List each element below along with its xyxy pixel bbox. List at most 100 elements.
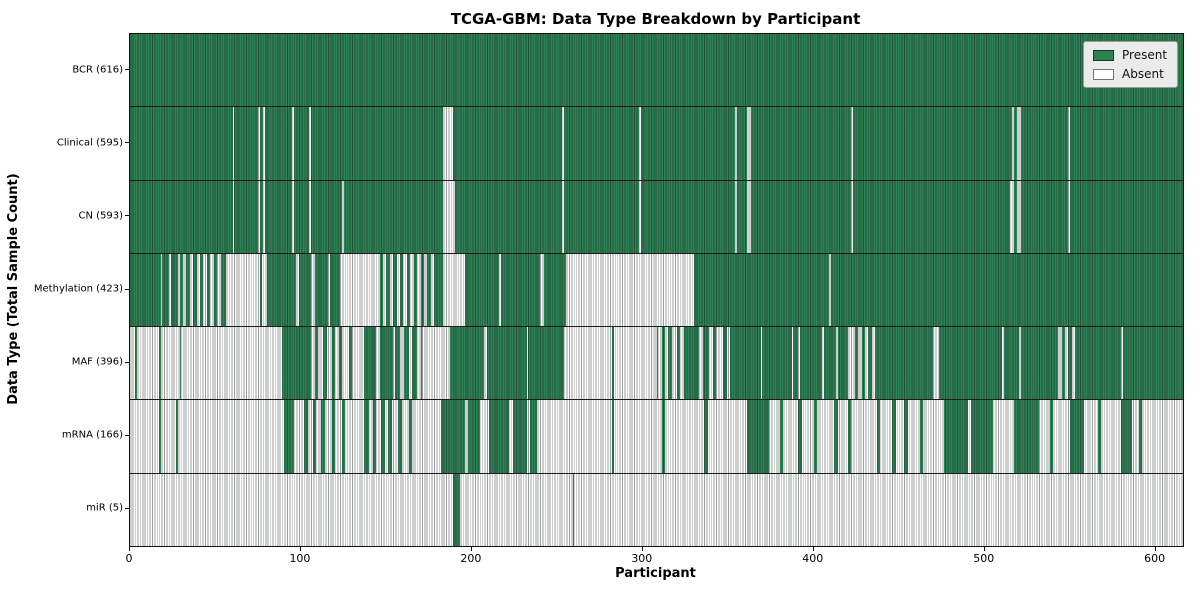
present-segment — [403, 327, 409, 400]
xtick-mark — [641, 546, 643, 551]
absent-swatch — [1093, 68, 1114, 80]
present-segment — [530, 400, 537, 473]
present-segment — [694, 253, 830, 327]
present-segment — [487, 327, 527, 400]
present-segment — [564, 180, 640, 253]
present-segment — [837, 327, 848, 400]
present-segment — [266, 253, 296, 327]
present-segment — [868, 327, 872, 400]
xtick-label-200: 200 — [460, 552, 482, 565]
present-segment — [793, 327, 799, 400]
present-segment — [234, 107, 259, 180]
present-segment — [323, 327, 327, 400]
present-segment — [379, 327, 394, 400]
xtick-label-400: 400 — [802, 552, 824, 565]
legend-item-absent: Absent — [1093, 67, 1167, 81]
present-segment — [312, 400, 317, 473]
present-segment — [294, 180, 310, 253]
present-segment — [449, 327, 484, 400]
present-segment — [311, 107, 443, 180]
present-segment — [330, 253, 341, 327]
present-segment — [564, 107, 640, 180]
present-segment — [1020, 180, 1069, 253]
present-segment — [543, 253, 566, 327]
present-segment — [265, 180, 293, 253]
legend-label-absent: Absent — [1122, 67, 1164, 81]
present-segment — [159, 400, 161, 473]
present-segment — [130, 107, 233, 180]
xtick-label-0: 0 — [125, 552, 133, 565]
ytick-label-CN: CN (593) — [78, 210, 123, 222]
present-segment — [159, 327, 161, 400]
ytick-label-BCR: BCR (616) — [72, 64, 123, 76]
present-segment — [677, 327, 681, 400]
present-segment — [299, 253, 312, 327]
present-segment — [612, 327, 614, 400]
present-segment — [420, 327, 423, 400]
present-segment — [162, 253, 170, 327]
present-segment — [612, 400, 614, 473]
present-segment — [1061, 327, 1066, 400]
present-segment — [779, 400, 783, 473]
present-segment — [830, 253, 1183, 327]
legend-label-present: Present — [1122, 48, 1168, 62]
ytick-mark — [125, 215, 129, 217]
present-segment — [861, 327, 866, 400]
present-segment — [171, 253, 178, 327]
present-segment — [130, 34, 1183, 107]
present-segment — [1003, 327, 1019, 400]
present-segment — [179, 327, 182, 400]
row-band-Methylation — [130, 253, 1183, 328]
xtick-label-500: 500 — [973, 552, 995, 565]
present-segment — [393, 253, 397, 327]
present-segment — [904, 400, 908, 473]
present-segment — [1020, 107, 1069, 180]
ytick-label-Methylation: Methylation (423) — [33, 283, 123, 295]
present-segment — [186, 253, 190, 327]
present-segment — [453, 473, 460, 546]
row-band-Clinical — [130, 107, 1183, 181]
present-segment — [381, 400, 385, 473]
present-segment — [130, 180, 233, 253]
ytick-mark — [125, 361, 129, 363]
present-segment — [800, 327, 823, 400]
row-band-CN — [130, 180, 1183, 254]
present-segment — [434, 253, 443, 327]
present-segment — [798, 400, 802, 473]
present-segment — [206, 253, 211, 327]
ytick-mark — [125, 69, 129, 71]
present-segment — [1049, 400, 1054, 473]
present-segment — [1070, 107, 1183, 180]
present-segment — [512, 400, 527, 473]
present-segment — [528, 327, 565, 400]
present-segment — [314, 253, 329, 327]
present-segment — [331, 327, 336, 400]
present-segment — [321, 400, 325, 473]
chart-title: TCGA-GBM: Data Type Breakdown by Partici… — [450, 10, 861, 28]
present-segment — [176, 400, 178, 473]
present-segment — [304, 400, 308, 473]
xtick-mark — [812, 546, 814, 551]
legend-item-present: Present — [1093, 48, 1167, 62]
present-segment — [661, 400, 666, 473]
ytick-mark — [125, 507, 129, 509]
present-segment — [388, 400, 392, 473]
present-segment — [1013, 400, 1040, 473]
present-segment — [427, 253, 431, 327]
present-segment — [465, 253, 500, 327]
present-segment — [500, 253, 541, 327]
present-segment — [259, 180, 264, 253]
present-segment — [723, 327, 727, 400]
present-segment — [341, 400, 346, 473]
present-segment — [750, 107, 852, 180]
row-band-miR — [130, 473, 1183, 546]
present-segment — [135, 327, 137, 400]
present-segment — [372, 400, 377, 473]
present-segment — [1097, 400, 1101, 473]
row-band-MAF — [130, 327, 1183, 401]
present-segment — [683, 327, 700, 400]
present-segment — [386, 253, 390, 327]
xtick-label-300: 300 — [631, 552, 653, 565]
present-segment — [406, 253, 411, 327]
present-segment — [234, 180, 259, 253]
